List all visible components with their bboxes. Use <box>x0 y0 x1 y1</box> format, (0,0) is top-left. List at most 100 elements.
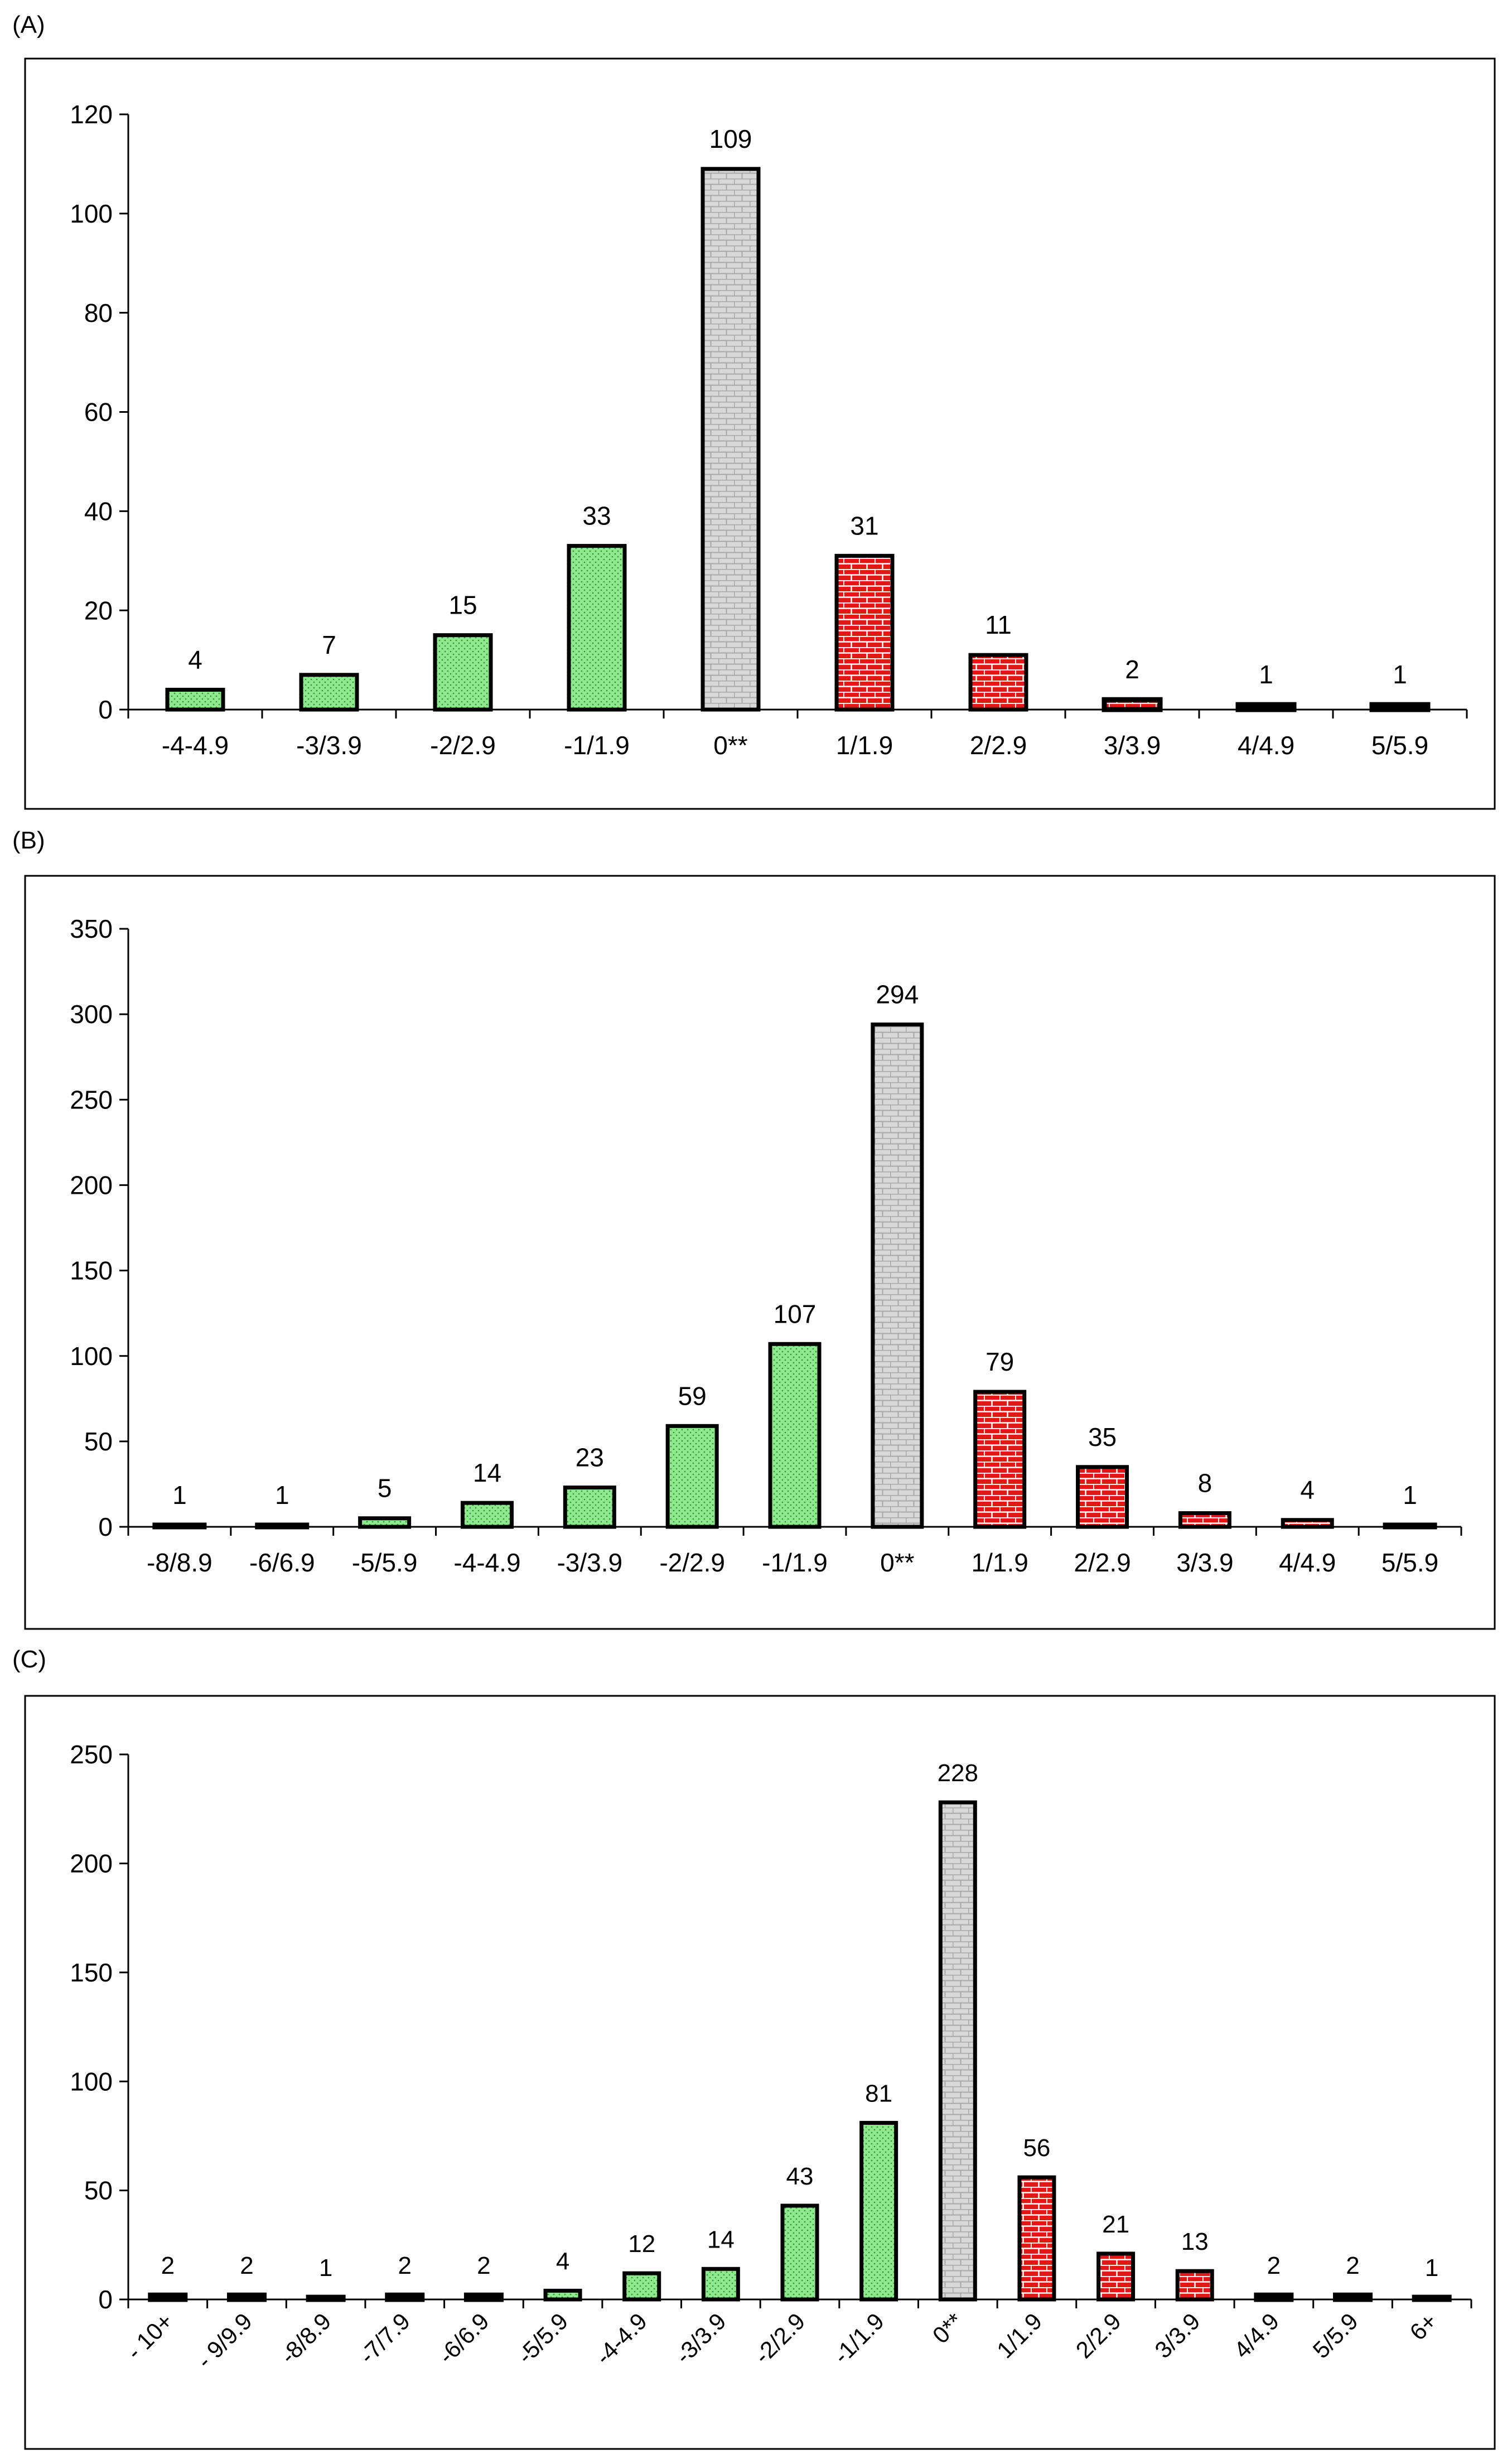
chart-frame <box>24 1695 1496 2450</box>
bar-value-label: 13 <box>1181 2228 1209 2255</box>
bar-2-6 <box>665 1424 719 1529</box>
bar-value-label: 21 <box>1102 2211 1129 2238</box>
y-tick-label: 250 <box>70 1740 113 1769</box>
x-tick-label: -5/5.9 <box>352 1548 418 1577</box>
bar-3-2 <box>226 2292 267 2302</box>
x-tick-label: 3/3.9 <box>1104 731 1161 760</box>
panel-label-c: (C) <box>12 1646 47 1673</box>
bar-3-3 <box>306 2294 346 2302</box>
bar-value-label: 2 <box>1267 2252 1281 2279</box>
bar-3-4 <box>385 2292 425 2302</box>
bar-value-label: 11 <box>985 610 1012 639</box>
chart-panel-1: 0 20 40 60 80 100 120 4 -4-4.9 7 -3/3.9 15 -2/2.9 33 -… <box>24 57 1496 810</box>
x-tick-label: -1/1.9 <box>762 1548 828 1577</box>
x-tick-label: 2/2.9 <box>1071 2308 1126 2363</box>
bar-3-7 <box>622 2271 661 2302</box>
bar-3-12 <box>1017 2175 1056 2302</box>
bar-value-label: 14 <box>707 2226 735 2253</box>
chart-frame <box>24 57 1496 810</box>
x-tick-label: -2/2.9 <box>430 731 496 760</box>
bar-value-label: 8 <box>1198 1468 1213 1497</box>
y-tick-label: 50 <box>84 1427 113 1456</box>
x-tick-label: 3/3.9 <box>1176 1548 1233 1577</box>
y-tick-label: 300 <box>70 1000 113 1029</box>
bar-2-1 <box>152 1522 207 1530</box>
x-tick-label: -4-4.9 <box>590 2308 652 2370</box>
bar-1-7 <box>968 653 1028 712</box>
bar-2-12 <box>1281 1518 1334 1529</box>
x-tick-label: -7/7.9 <box>354 2308 415 2369</box>
bar-value-label: 1 <box>172 1481 187 1510</box>
bar-value-label: 7 <box>322 630 336 659</box>
y-tick-label: 100 <box>70 2067 113 2096</box>
x-tick-label: -4-4.9 <box>453 1548 520 1577</box>
y-tick-label: 100 <box>70 1342 113 1371</box>
bar-value-label: 5 <box>378 1474 392 1503</box>
panel-label-b: (B) <box>12 827 45 854</box>
bar-2-5 <box>563 1486 616 1529</box>
bar-value-label: 81 <box>865 2080 892 2107</box>
bar-3-6 <box>543 2288 582 2302</box>
x-tick-label: -6/6.9 <box>433 2308 494 2369</box>
x-tick-label: -2/2.9 <box>659 1548 725 1577</box>
x-tick-label: -6/6.9 <box>249 1548 315 1577</box>
bar-3-17 <box>1412 2294 1452 2302</box>
bar-2-11 <box>1178 1511 1231 1529</box>
bar-3-5 <box>463 2292 504 2302</box>
bar-1-9 <box>1235 702 1297 712</box>
x-tick-label: -3/3.9 <box>670 2308 731 2369</box>
bar-2-8 <box>871 1023 924 1529</box>
x-tick-label: -5/5.9 <box>512 2308 573 2369</box>
x-tick-label: -2/2.9 <box>749 2308 810 2369</box>
x-tick-label: 1/1.9 <box>992 2308 1047 2363</box>
chart-panel-2: 0 50 100 150 200 250 300 350 1 -8/8.9 1 -6/6.9 5 -5/5… <box>24 875 1496 1630</box>
bar-value-label: 2 <box>1346 2252 1359 2279</box>
bar-value-label: 2 <box>398 2252 412 2279</box>
x-tick-label: 4/4.9 <box>1229 2308 1284 2363</box>
bar-1-6 <box>834 553 895 712</box>
bar-3-14 <box>1175 2269 1214 2302</box>
bar-value-label: 56 <box>1023 2134 1050 2162</box>
y-tick-label: 200 <box>70 1171 113 1200</box>
bar-value-label: 79 <box>986 1347 1014 1376</box>
x-tick-label: 5/5.9 <box>1371 731 1428 760</box>
y-tick-label: 80 <box>84 298 113 327</box>
y-tick-label: 60 <box>84 398 113 427</box>
y-tick-label: 50 <box>84 2176 113 2205</box>
bar-value-label: 2 <box>1125 655 1139 684</box>
bar-2-13 <box>1383 1522 1437 1530</box>
bar-1-1 <box>165 687 225 712</box>
y-tick-label: 150 <box>70 1256 113 1285</box>
bar-value-label: 14 <box>473 1458 501 1487</box>
bar-value-label: 228 <box>938 1759 978 1787</box>
x-tick-label: 5/5.9 <box>1381 1548 1438 1577</box>
bar-value-label: 1 <box>1425 2254 1438 2282</box>
bar-value-label: 1 <box>275 1481 289 1510</box>
x-tick-label: -3/3.9 <box>557 1548 622 1577</box>
bar-value-label: 294 <box>876 980 919 1009</box>
panel-label-a: (A) <box>12 11 45 38</box>
x-tick-label: 0** <box>928 2308 968 2349</box>
bar-value-label: 31 <box>850 511 878 540</box>
y-tick-label: 200 <box>70 1849 113 1878</box>
y-tick-label: 150 <box>70 1958 113 1987</box>
y-tick-label: 20 <box>84 596 113 625</box>
y-tick-label: 100 <box>70 199 113 228</box>
bar-value-label: 1 <box>319 2254 332 2282</box>
x-tick-label: -3/3.9 <box>296 731 362 760</box>
bar-value-label: 59 <box>678 1381 707 1410</box>
bar-value-label: 35 <box>1088 1423 1117 1452</box>
x-tick-label: 0** <box>880 1548 914 1577</box>
bar-value-label: 2 <box>477 2252 490 2279</box>
x-tick-label: -1/1.9 <box>828 2308 889 2369</box>
bar-value-label: 4 <box>556 2248 569 2275</box>
y-tick-label: 40 <box>84 496 113 525</box>
bar-value-label: 2 <box>161 2252 175 2279</box>
x-tick-label: 4/4.9 <box>1279 1548 1336 1577</box>
bar-1-8 <box>1102 697 1163 712</box>
bar-value-label: 43 <box>786 2163 814 2190</box>
x-tick-label: 1/1.9 <box>972 1548 1028 1577</box>
bar-3-16 <box>1333 2292 1373 2302</box>
x-tick-label: 2/2.9 <box>970 731 1027 760</box>
